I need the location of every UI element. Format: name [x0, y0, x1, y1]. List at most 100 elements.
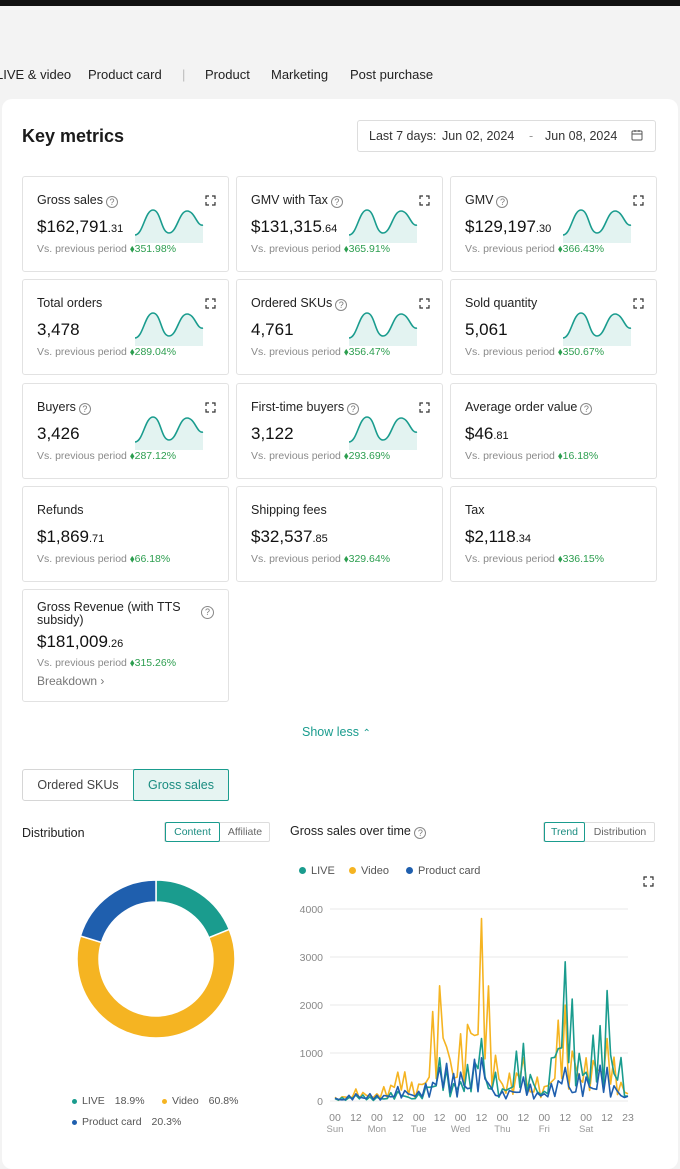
nav-divider: |	[182, 67, 186, 82]
help-icon[interactable]: ?	[580, 403, 593, 415]
metric-comparison: Vs. previous period ⬧66.18%	[37, 553, 170, 566]
donut-slice-live[interactable]	[155, 880, 231, 939]
metric-label-text: Refunds	[37, 503, 84, 517]
metric-card[interactable]: Ordered SKUs? 4,761 Vs. previous period ⬧35…	[236, 279, 443, 375]
legend-product-card-pct: 20.3%	[151, 1116, 182, 1128]
comparison-label: Vs. previous period	[37, 553, 127, 565]
metric-card[interactable]: Sold quantity 5,061 Vs. previous period ⬧35…	[450, 279, 657, 375]
trend-segment: Trend Distribution	[543, 822, 655, 842]
metric-card[interactable]: Refunds $1,869.71 Vs. previous period ⬧66.1…	[22, 486, 229, 582]
tab-product[interactable]: Product	[205, 67, 250, 82]
tab-product-card[interactable]: Product card	[88, 67, 162, 82]
toggle-ordered-skus[interactable]: Ordered SKUs	[37, 778, 119, 792]
seg-affiliate[interactable]: Affiliate	[227, 826, 263, 838]
x-tick-label: 12	[392, 1112, 404, 1124]
metric-toggle: Ordered SKUs Gross sales	[22, 769, 229, 801]
trend-legend-live: LIVE	[299, 865, 335, 877]
help-icon[interactable]: ?	[78, 403, 91, 415]
metric-card[interactable]: Shipping fees $32,537.85 Vs. previous peri…	[236, 486, 443, 582]
sparkline-line	[348, 416, 418, 443]
donut-slice-video[interactable]	[77, 928, 235, 1038]
live-dot	[72, 1099, 77, 1104]
metric-card[interactable]: First-time buyers? 3,122 Vs. previous peri…	[236, 383, 443, 479]
x-day-label: Mon	[368, 1124, 386, 1135]
metric-value: $1,869.71	[37, 527, 104, 547]
help-icon[interactable]: ?	[330, 196, 343, 208]
help-icon[interactable]: ?	[201, 606, 214, 619]
metric-value: 3,426	[37, 424, 80, 444]
seg-content[interactable]: Content	[165, 822, 220, 842]
metric-value-cents: .30	[535, 223, 552, 235]
x-day-label: Sun	[327, 1124, 344, 1135]
metric-card[interactable]: GMV? $129,197.30 Vs. previous period ⬧366.4…	[450, 176, 657, 272]
date-range-picker[interactable]: Last 7 days: Jun 02, 2024 - Jun 08, 2024	[357, 120, 656, 152]
metric-card[interactable]: Total orders 3,478 Vs. previous period ⬧289…	[22, 279, 229, 375]
donut-slice-product-card[interactable]	[79, 880, 157, 944]
metric-value: 5,061	[465, 320, 508, 340]
show-less-label: Show less	[302, 725, 359, 739]
x-tick-label: 12	[434, 1112, 446, 1124]
expand-icon[interactable]	[643, 874, 654, 887]
metric-card[interactable]: Average order value? $46.81 Vs. previous p…	[450, 383, 657, 479]
series-line-product-card	[334, 1057, 629, 1101]
legend-live: LIVE 18.9%	[72, 1095, 145, 1107]
metric-comparison: Vs. previous period ⬧336.15%	[465, 553, 604, 566]
metric-value: $181,009.26	[37, 632, 123, 652]
comparison-label: Vs. previous period	[37, 657, 127, 669]
metric-label: GMV?	[465, 193, 509, 208]
metric-comparison: Vs. previous period ⬧293.69%	[251, 450, 390, 463]
metric-label: First-time buyers?	[251, 400, 360, 415]
breakdown-label: Breakdown	[37, 674, 98, 688]
comparison-label: Vs. previous period	[251, 346, 341, 358]
metric-value-main: $129,197	[465, 217, 536, 236]
product-card-dot	[72, 1120, 77, 1125]
sparkline-line	[134, 209, 204, 236]
metric-value-main: 3,122	[251, 424, 294, 443]
tab-marketing[interactable]: Marketing	[271, 67, 329, 82]
tab-post-purchase[interactable]: Post purchase	[350, 67, 434, 82]
seg-distribution[interactable]: Distribution	[593, 826, 647, 838]
breakdown-link[interactable]: Breakdown ›	[37, 674, 104, 688]
expand-icon[interactable]	[419, 296, 430, 309]
help-icon[interactable]: ?	[496, 196, 509, 208]
metric-label: Gross Revenue (with TTS subsidy)	[37, 600, 181, 627]
help-icon[interactable]: ?	[106, 196, 118, 208]
expand-icon[interactable]	[205, 296, 216, 309]
metric-label-text: Ordered SKUs	[251, 296, 333, 310]
metric-value-main: $32,537	[251, 527, 313, 546]
seg-trend[interactable]: Trend	[544, 822, 585, 842]
expand-icon[interactable]	[419, 400, 430, 413]
change-up: ⬧366.43%	[557, 243, 605, 255]
trend-title: Gross sales over time ?	[290, 824, 427, 839]
sparkline-area	[349, 417, 417, 450]
expand-icon[interactable]	[205, 400, 216, 413]
metric-card[interactable]: Gross sales? $162,791.31 Vs. previous peri…	[22, 176, 229, 272]
x-tick-label: 00	[455, 1112, 467, 1124]
help-icon[interactable]: ?	[335, 299, 348, 311]
metric-card[interactable]: Tax $2,118.34 Vs. previous period ⬧336.15%	[450, 486, 657, 582]
legend-live-name: LIVE	[82, 1095, 105, 1107]
help-icon[interactable]: ?	[347, 403, 360, 415]
show-less-button[interactable]: Show less ⌃	[302, 725, 371, 739]
expand-icon[interactable]	[633, 193, 644, 206]
expand-icon[interactable]	[633, 296, 644, 309]
trend-title-text: Gross sales over time	[290, 824, 411, 838]
metric-label: Gross sales?	[37, 193, 118, 208]
metric-card[interactable]: Buyers? 3,426 Vs. previous period ⬧287.12%	[22, 383, 229, 479]
sparkline-chart	[134, 209, 204, 243]
change-value: 351.98%	[134, 243, 177, 255]
change-up: ⬧293.69%	[343, 450, 391, 462]
sparkline-line	[134, 416, 204, 443]
tab-live-video[interactable]: LIVE & video	[0, 67, 72, 82]
expand-icon[interactable]	[419, 193, 430, 206]
expand-icon[interactable]	[205, 193, 216, 206]
sparkline-area	[135, 313, 203, 346]
metric-card[interactable]: GMV with Tax? $131,315.64 Vs. previous per…	[236, 176, 443, 272]
metric-card-gross-revenue[interactable]: Gross Revenue (with TTS subsidy) ? $181,…	[22, 589, 229, 702]
y-tick-label: 1000	[300, 1048, 324, 1060]
toggle-gross-sales[interactable]: Gross sales	[133, 769, 229, 801]
help-icon[interactable]: ?	[414, 827, 427, 839]
metric-label: Sold quantity	[465, 296, 537, 310]
video-dot	[349, 867, 356, 874]
change-value: 366.43%	[562, 243, 605, 255]
